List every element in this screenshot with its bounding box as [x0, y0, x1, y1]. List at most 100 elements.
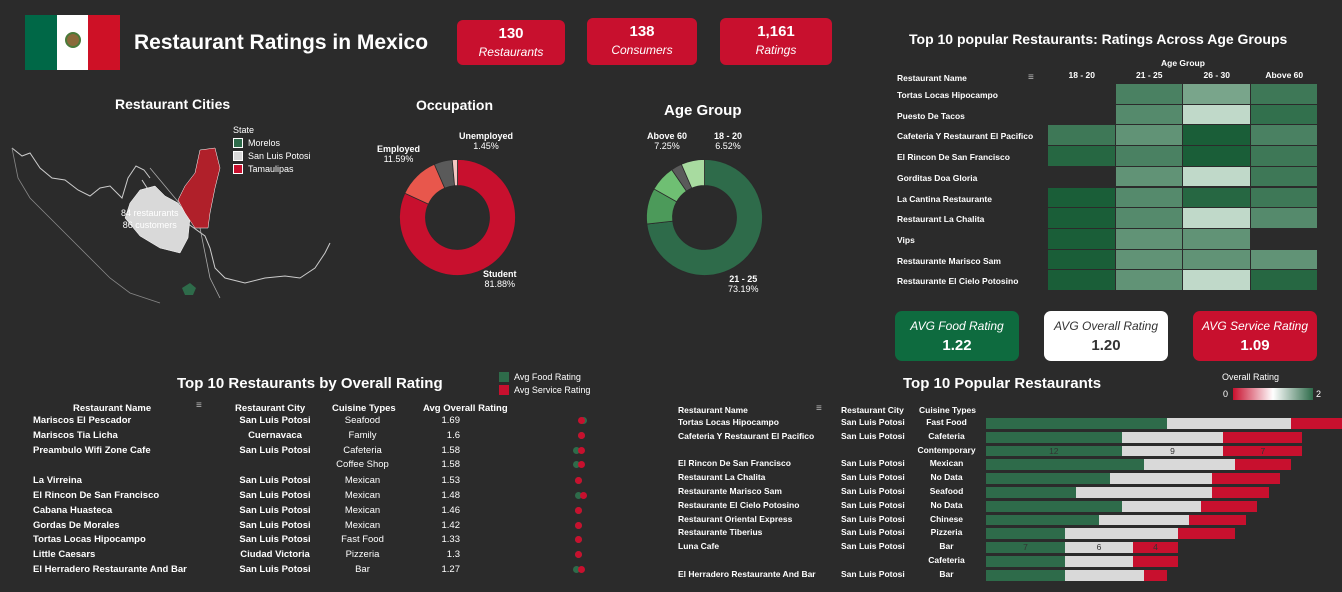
legend-item[interactable]: Avg Food Rating: [499, 372, 590, 382]
stacked-bar-segment[interactable]: [986, 500, 1122, 512]
occupation-donut[interactable]: [390, 150, 525, 285]
heatmap-cell[interactable]: [1250, 125, 1317, 146]
rating-dot[interactable]: [577, 566, 585, 573]
heatmap-cell[interactable]: [1115, 270, 1182, 290]
heatmap-cell[interactable]: [1183, 187, 1250, 208]
heatmap-cell[interactable]: [1048, 270, 1115, 290]
heatmap-cell[interactable]: [1115, 228, 1182, 249]
heatmap-cell[interactable]: [1183, 104, 1250, 125]
stacked-bar-segment[interactable]: [1144, 569, 1167, 581]
stacked-bar-segment[interactable]: [1121, 500, 1201, 512]
stacked-bar-segment[interactable]: 12: [986, 445, 1122, 457]
heatmap-cell[interactable]: [1115, 249, 1182, 270]
stacked-bar-segment[interactable]: [1212, 473, 1280, 484]
stacked-bar-segment[interactable]: 7: [1223, 445, 1303, 457]
rating-dot[interactable]: [572, 461, 580, 469]
heatmap-cell[interactable]: [1048, 228, 1115, 249]
rating-dot[interactable]: [577, 417, 585, 424]
heatmap-cell[interactable]: [1183, 125, 1250, 146]
heatmap-cell[interactable]: [1250, 146, 1317, 166]
heatmap-cell[interactable]: [1183, 208, 1250, 228]
stacked-bar-segment[interactable]: [1166, 418, 1292, 429]
stacked-bar-segment[interactable]: [1076, 487, 1212, 498]
rating-dot[interactable]: [577, 461, 585, 469]
heatmap-cell[interactable]: [1183, 84, 1250, 104]
rating-dot[interactable]: [580, 492, 587, 499]
rating-dot[interactable]: [575, 477, 582, 485]
tamaulipas-region[interactable]: [177, 147, 221, 229]
donut-slice[interactable]: [451, 159, 458, 187]
rating-dot[interactable]: [575, 492, 582, 499]
heatmap-cell[interactable]: [1115, 208, 1182, 228]
rating-dot[interactable]: [572, 446, 580, 454]
stacked-bar-segment[interactable]: [1291, 418, 1342, 429]
rating-dot[interactable]: [575, 506, 582, 514]
heatmap-cell[interactable]: [1183, 166, 1250, 187]
donut-slice[interactable]: [646, 159, 763, 276]
stacked-bar-segment[interactable]: 9: [1121, 445, 1224, 457]
heatmap-cell[interactable]: [1183, 146, 1250, 166]
heatmap-cell[interactable]: [1250, 249, 1317, 270]
legend-item[interactable]: San Luis Potosi: [233, 151, 311, 161]
heatmap-cell[interactable]: [1048, 187, 1115, 208]
rating-dot[interactable]: [577, 431, 585, 439]
heatmap-cell[interactable]: [1250, 166, 1317, 187]
legend-item[interactable]: Tamaulipas: [233, 164, 311, 174]
stacked-bar-segment[interactable]: [986, 528, 1066, 540]
rating-dot[interactable]: [575, 536, 582, 544]
legend-item[interactable]: Avg Service Rating: [499, 385, 590, 395]
stacked-bar-segment[interactable]: [1200, 500, 1258, 512]
heatmap-cell[interactable]: [1250, 208, 1317, 228]
stacked-bar-segment[interactable]: [1110, 473, 1212, 484]
stacked-bar-segment[interactable]: [986, 556, 1066, 567]
heatmap-cell[interactable]: [1183, 228, 1250, 249]
donut-slice[interactable]: [680, 159, 705, 189]
heatmap-cell[interactable]: [1048, 125, 1115, 146]
heatmap-cell[interactable]: [1183, 249, 1250, 270]
heatmap-cell[interactable]: [1115, 84, 1182, 104]
heatmap-cell[interactable]: [1115, 104, 1182, 125]
stacked-bar-segment[interactable]: [1189, 514, 1246, 526]
stacked-bar-segment[interactable]: [1223, 431, 1303, 443]
stacked-bar-segment[interactable]: [986, 418, 1167, 429]
heatmap-cell[interactable]: [1250, 270, 1317, 290]
heatmap-cell[interactable]: [1250, 104, 1317, 125]
stacked-bar-segment[interactable]: [986, 459, 1145, 471]
rating-dot[interactable]: [577, 446, 585, 454]
stacked-bar-segment[interactable]: 7: [986, 542, 1066, 553]
heatmap-cell[interactable]: [1048, 208, 1115, 228]
stacked-bar-segment[interactable]: [986, 487, 1077, 498]
stacked-bar-segment[interactable]: [1065, 528, 1179, 540]
stacked-bar-segment[interactable]: [986, 569, 1066, 581]
heatmap-cell[interactable]: [1250, 187, 1317, 208]
stacked-bar-segment[interactable]: [1121, 431, 1224, 443]
heatmap-cell[interactable]: [1183, 270, 1250, 290]
rating-dot[interactable]: [572, 566, 580, 573]
stacked-bar-segment[interactable]: [1065, 569, 1145, 581]
rating-dot[interactable]: [575, 521, 582, 529]
morelos-region[interactable]: [182, 283, 196, 295]
stacked-bar-segment[interactable]: [1144, 459, 1235, 471]
heatmap-cell[interactable]: [1115, 187, 1182, 208]
heatmap-cell[interactable]: [1250, 84, 1317, 104]
sort-icon[interactable]: ≡: [196, 400, 202, 411]
stacked-bar-segment[interactable]: [1099, 514, 1190, 526]
restaurant-cities-map[interactable]: [10, 118, 350, 308]
heatmap-cell[interactable]: [1115, 125, 1182, 146]
rating-dot[interactable]: [575, 551, 582, 559]
san-luis-potosi-region[interactable]: [124, 185, 191, 254]
heatmap-cell[interactable]: [1115, 166, 1182, 187]
sort-icon[interactable]: ≡: [1028, 72, 1034, 83]
stacked-bar-segment[interactable]: [1212, 487, 1269, 498]
legend-item[interactable]: Morelos: [233, 138, 311, 148]
stacked-bar-segment[interactable]: [986, 473, 1111, 484]
stacked-bar-segment[interactable]: [1234, 459, 1292, 471]
stacked-bar-segment[interactable]: [986, 514, 1099, 526]
heatmap-cell[interactable]: [1048, 249, 1115, 270]
heatmap-cell[interactable]: [1048, 146, 1115, 166]
stacked-bar-segment[interactable]: 6: [1065, 542, 1133, 553]
age-group-donut[interactable]: [637, 150, 772, 285]
stacked-bar-segment[interactable]: 4: [1132, 542, 1179, 553]
donut-slice[interactable]: [399, 159, 516, 276]
stacked-bar-segment[interactable]: [1132, 556, 1179, 567]
